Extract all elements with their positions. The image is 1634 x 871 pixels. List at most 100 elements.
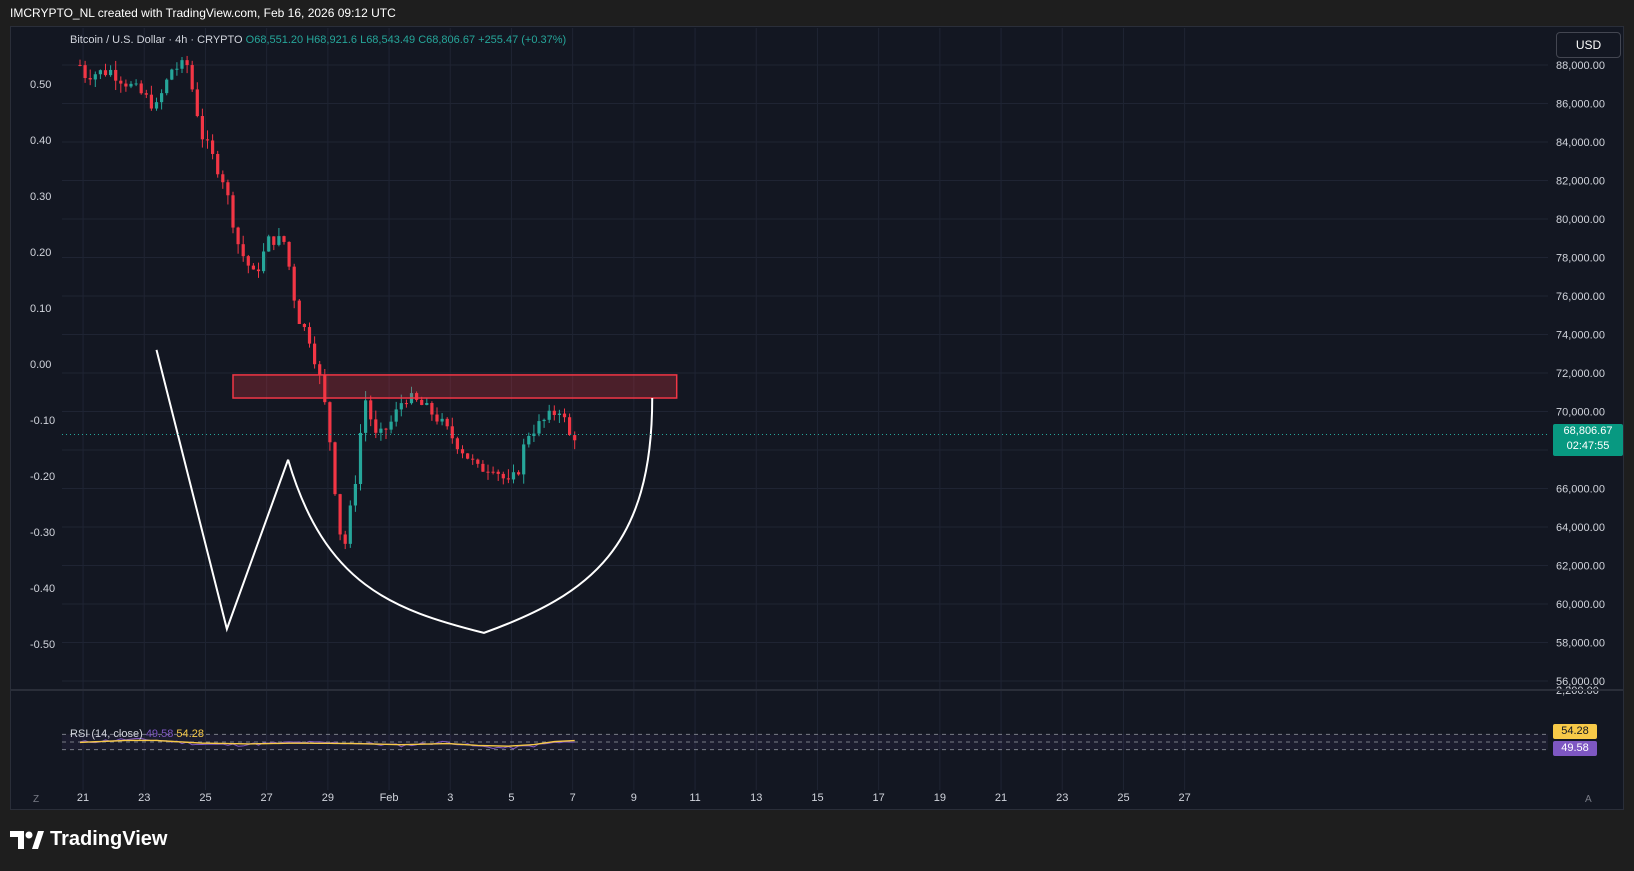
time-axis-tick: 19 xyxy=(934,792,946,804)
change-value: +255.47 (+0.37%) xyxy=(478,34,567,46)
candle-body xyxy=(154,102,159,109)
close-label: C xyxy=(418,34,427,46)
price-axis-tick: 66,000.00 xyxy=(1556,484,1605,496)
candle-body xyxy=(175,68,179,70)
candle-body xyxy=(190,65,194,90)
candle-body xyxy=(496,471,500,474)
candle-body xyxy=(338,494,342,535)
candle-body xyxy=(267,236,271,252)
candle-body xyxy=(165,79,169,94)
candle-body xyxy=(216,153,220,175)
candle-body xyxy=(522,444,526,475)
candle-body xyxy=(568,417,572,436)
candle-body xyxy=(282,236,286,242)
candle-body xyxy=(200,116,204,140)
candle-body xyxy=(435,414,439,422)
candle-body xyxy=(425,402,429,405)
rsi-ma-value: 54.28 xyxy=(176,728,204,740)
left-axis-tick: 0.40 xyxy=(30,135,51,147)
price-axis-tick: 74,000.00 xyxy=(1556,330,1605,342)
candle-body xyxy=(506,478,510,480)
price-axis-tick: 88,000.00 xyxy=(1556,60,1605,72)
candle-body xyxy=(134,83,138,85)
grid-lines xyxy=(62,28,1548,790)
candle-body xyxy=(557,413,561,415)
rsi-band xyxy=(62,734,1548,750)
price-axis-tick: 70,000.00 xyxy=(1556,407,1605,419)
candle-body xyxy=(262,251,266,272)
current-price-tag: 68,806.67 02:47:55 xyxy=(1553,424,1623,456)
bar-countdown: 02:47:55 xyxy=(1566,440,1610,452)
price-axis-tick: 60,000.00 xyxy=(1556,599,1605,611)
candle-body xyxy=(170,69,174,80)
candle-body xyxy=(246,256,250,266)
candle-body xyxy=(149,94,153,109)
candle-body xyxy=(491,471,495,473)
candle-body xyxy=(318,364,322,376)
candle-body xyxy=(292,266,296,301)
high-value: 68,921.6 xyxy=(314,34,357,46)
time-axis-tick: 21 xyxy=(995,792,1007,804)
candle-body xyxy=(160,93,164,103)
candle-body xyxy=(481,463,485,472)
open-value: 68,551.20 xyxy=(254,34,304,46)
price-axis-tick: 86,000.00 xyxy=(1556,99,1605,111)
candle-body xyxy=(486,471,490,473)
candle-body xyxy=(180,60,184,69)
time-axis-tick: Feb xyxy=(380,792,399,804)
candle-body xyxy=(328,402,332,443)
candle-body xyxy=(119,80,123,84)
tradingview-logo-icon xyxy=(10,830,44,849)
candle-body xyxy=(364,400,368,433)
candle-body xyxy=(109,69,113,76)
candle-body xyxy=(236,227,240,245)
candle-body xyxy=(404,403,408,405)
candle-body xyxy=(88,77,92,80)
price-axis-tick: 84,000.00 xyxy=(1556,137,1605,149)
time-axis-tick: 11 xyxy=(689,792,700,804)
w-pattern-line xyxy=(155,349,290,633)
candle-body xyxy=(211,140,215,154)
low-value: 68,543.49 xyxy=(366,34,416,46)
candle-body xyxy=(511,472,516,480)
candle-body xyxy=(205,139,210,141)
candle-body xyxy=(501,473,505,479)
candle-body xyxy=(562,413,567,418)
resistance-zone xyxy=(232,374,678,399)
time-axis-tick: 9 xyxy=(631,792,637,804)
price-axis-tick: 72,000.00 xyxy=(1556,368,1605,380)
candle-body xyxy=(124,83,128,87)
candle-body xyxy=(343,534,347,544)
candle-body xyxy=(348,505,352,544)
axes: 88,000.00 86,000.00 84,000.00 82,000.00 80,0… xyxy=(10,60,1624,804)
price-axis-tick: 76,000.00 xyxy=(1556,291,1605,303)
candle-body xyxy=(389,421,393,430)
candle-body xyxy=(353,483,357,506)
auto-scale-button[interactable]: A xyxy=(1585,794,1592,805)
candle-body xyxy=(552,410,556,415)
candles xyxy=(78,55,577,550)
candle-body xyxy=(313,343,317,365)
timezone-button[interactable]: Z xyxy=(33,794,40,805)
tradingview-brand: TradingView xyxy=(10,828,167,851)
low-label: L xyxy=(360,34,367,46)
symbol-legend[interactable]: Bitcoin / U.S. Dollar · 4h · CRYPTO O68,… xyxy=(70,34,566,46)
candle-body xyxy=(103,70,108,76)
candle-body xyxy=(527,436,531,445)
candle-body xyxy=(384,428,388,430)
candle-body xyxy=(226,182,230,196)
candle-body xyxy=(466,453,470,459)
rsi-legend[interactable]: RSI (14, close) 49.58 54.28 xyxy=(70,728,204,740)
candle-body xyxy=(420,399,424,405)
left-axis-tick: 0.00 xyxy=(30,359,51,371)
time-axis-tick: 27 xyxy=(261,792,273,804)
candle-body xyxy=(78,65,82,66)
candle-body xyxy=(98,70,102,75)
candle-body xyxy=(440,418,444,422)
candle-body xyxy=(251,265,255,270)
currency-button[interactable]: USD xyxy=(1556,32,1621,58)
candle-body xyxy=(114,69,118,81)
candle-body xyxy=(542,419,546,422)
left-axis-tick: 0.20 xyxy=(30,247,51,259)
